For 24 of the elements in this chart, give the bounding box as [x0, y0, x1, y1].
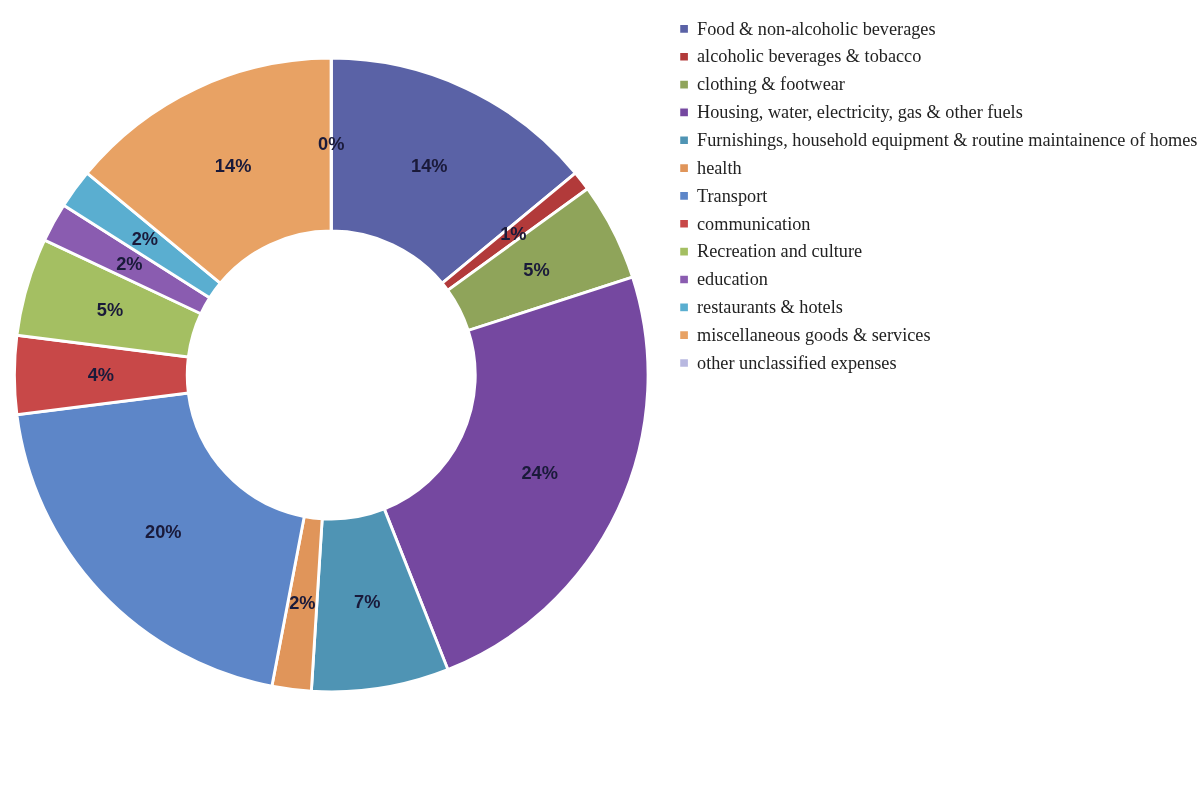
data-label: 4%: [87, 363, 114, 385]
data-label: 5%: [96, 299, 124, 321]
data-label: 2%: [116, 252, 143, 274]
legend-label: Furnishings, household equipment & routine maintainence of homes: [697, 130, 1198, 151]
legend-label: alcoholic beverages & tobacco: [697, 46, 922, 67]
data-label: 14%: [411, 155, 448, 177]
legend-label: communication: [697, 213, 811, 234]
legend-label: health: [697, 157, 742, 178]
legend-label: Transport: [697, 185, 768, 206]
legend-label: other unclassified expenses: [697, 352, 897, 373]
data-label: 2%: [131, 228, 158, 250]
legend-label: education: [697, 269, 768, 290]
data-label: 2%: [289, 592, 316, 614]
legend-label: clothing & footwear: [697, 74, 845, 95]
legend-label: miscellaneous goods & services: [697, 324, 931, 345]
legend-label: Food & non-alcoholic beverages: [697, 18, 936, 39]
legend-label: restaurants & hotels: [697, 297, 843, 318]
data-label: 20%: [145, 521, 182, 543]
legend-label: Recreation and culture: [697, 241, 863, 262]
data-label: 24%: [521, 461, 558, 483]
legend-label: Housing, water, electricity, gas & other fuels: [697, 102, 1023, 123]
data-label: 7%: [354, 591, 381, 613]
data-label: 5%: [523, 259, 550, 281]
data-label: 14%: [214, 155, 252, 177]
